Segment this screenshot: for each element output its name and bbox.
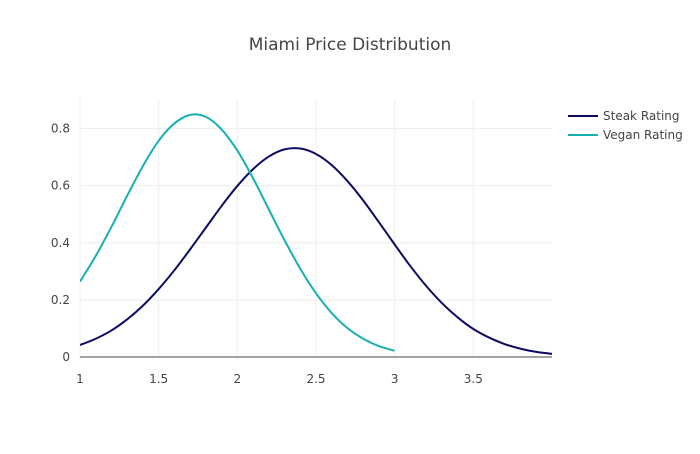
x-tick-label: 3 xyxy=(391,372,399,386)
y-tick-label: 0.2 xyxy=(51,293,70,307)
x-tick-label: 2.5 xyxy=(306,372,325,386)
axis-layer: 1 1.5 2 2.5 3 3.5 0 0.2 0.4 0.6 0.8 xyxy=(51,122,552,386)
x-tick-label: 3.5 xyxy=(464,372,483,386)
grid-layer xyxy=(79,100,552,357)
chart-title: Miami Price Distribution xyxy=(249,35,452,55)
x-tick-label: 2 xyxy=(234,372,242,386)
y-tick-label: 0 xyxy=(62,350,70,364)
legend-item-vegan-rating[interactable]: Vegan Rating xyxy=(568,128,683,142)
legend-label: Vegan Rating xyxy=(603,128,683,142)
legend-item-steak-rating[interactable]: Steak Rating xyxy=(568,109,680,123)
legend[interactable]: Steak Rating Vegan Rating xyxy=(568,109,683,142)
x-tick-label: 1 xyxy=(76,372,84,386)
series-layer xyxy=(80,113,552,355)
x-tick-label: 1.5 xyxy=(149,372,168,386)
series-line-vegan-rating[interactable] xyxy=(80,113,395,352)
y-tick-label: 0.8 xyxy=(51,122,70,136)
y-tick-label: 0.4 xyxy=(51,236,70,250)
y-tick-label: 0.6 xyxy=(51,179,70,193)
series-line-steak-rating[interactable] xyxy=(80,147,552,355)
legend-label: Steak Rating xyxy=(603,109,680,123)
